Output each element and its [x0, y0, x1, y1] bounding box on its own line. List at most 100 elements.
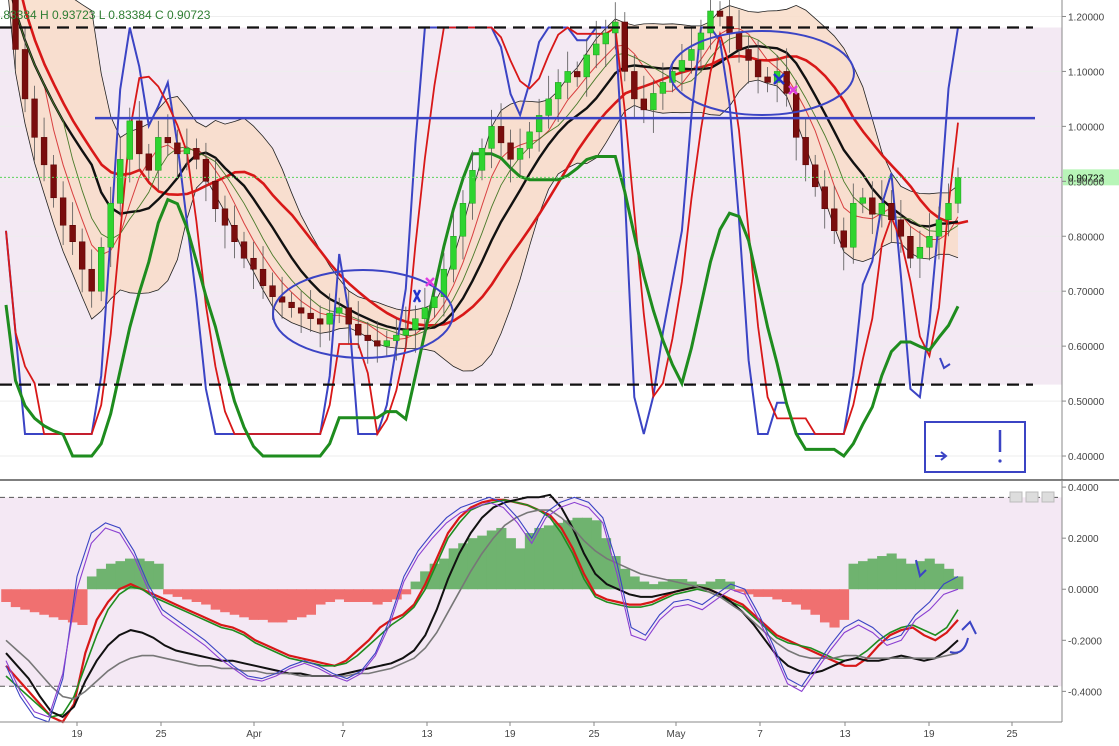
candle[interactable] — [564, 51, 571, 99]
candle[interactable] — [888, 190, 895, 243]
candle[interactable] — [478, 138, 486, 181]
candle[interactable] — [126, 107, 133, 183]
candle[interactable] — [412, 305, 419, 353]
candle[interactable] — [659, 62, 667, 110]
candle[interactable] — [212, 158, 219, 222]
pane-control-button[interactable] — [1041, 491, 1055, 503]
candle[interactable] — [50, 154, 57, 208]
candle[interactable] — [583, 38, 590, 97]
main-price-pane[interactable]: 0.90723 1.20000 1.10000 1.00000 0.90000 0.80… — [0, 0, 1119, 480]
candle[interactable] — [821, 170, 828, 229]
candlesticks[interactable] — [3, 0, 962, 364]
candle[interactable] — [364, 321, 371, 364]
candle[interactable] — [897, 199, 905, 253]
candle[interactable] — [554, 69, 562, 122]
candle[interactable] — [840, 217, 847, 271]
candle[interactable] — [916, 230, 924, 279]
candle[interactable] — [259, 246, 267, 299]
oscillator-axis[interactable]: 0.4000 0.2000 0.0000 -0.2000 -0.4000 — [1061, 480, 1102, 722]
candle[interactable] — [459, 190, 467, 260]
candle[interactable] — [450, 213, 457, 283]
candle[interactable] — [431, 286, 438, 318]
candle[interactable] — [859, 187, 866, 214]
candle[interactable] — [602, 19, 609, 68]
candle[interactable] — [164, 114, 172, 157]
pane-controls[interactable] — [1009, 491, 1055, 503]
candle[interactable] — [516, 128, 524, 176]
candle[interactable] — [31, 85, 38, 161]
horizontal-levels[interactable]: 0.90723 — [0, 26, 1119, 386]
candle[interactable] — [526, 121, 533, 159]
candle[interactable] — [497, 103, 505, 157]
candle[interactable] — [69, 202, 76, 255]
candle[interactable] — [631, 54, 638, 119]
candle[interactable] — [640, 75, 648, 124]
candle[interactable] — [88, 249, 95, 308]
candle[interactable] — [440, 252, 448, 317]
candle[interactable] — [574, 61, 581, 87]
candle[interactable] — [278, 276, 286, 319]
candle[interactable] — [98, 237, 105, 302]
candle[interactable] — [345, 291, 352, 344]
candle[interactable] — [764, 67, 771, 93]
candle[interactable] — [869, 181, 876, 235]
candle[interactable] — [174, 129, 181, 177]
candle[interactable] — [812, 154, 819, 197]
candle[interactable] — [469, 150, 476, 220]
candle[interactable] — [507, 129, 514, 183]
candle[interactable] — [393, 318, 400, 361]
candle[interactable] — [650, 80, 657, 133]
candle[interactable] — [12, 0, 19, 70]
candle[interactable] — [145, 143, 152, 181]
candle[interactable] — [316, 305, 324, 348]
candle[interactable] — [945, 183, 952, 237]
candle[interactable] — [831, 185, 838, 244]
candle[interactable] — [193, 138, 200, 170]
candle[interactable] — [107, 186, 114, 268]
candle[interactable] — [535, 98, 543, 152]
candle[interactable] — [707, 0, 714, 50]
candle[interactable] — [183, 128, 191, 171]
candle[interactable] — [383, 330, 390, 357]
pane-control-button[interactable] — [1025, 491, 1039, 503]
candle[interactable] — [21, 26, 29, 113]
candle[interactable] — [59, 181, 67, 246]
candle[interactable] — [155, 120, 162, 191]
candle[interactable] — [374, 320, 381, 363]
candle[interactable] — [850, 183, 857, 264]
candle[interactable] — [336, 297, 343, 324]
candle[interactable] — [40, 117, 48, 182]
pane-control-button[interactable] — [1009, 491, 1023, 503]
time-axis[interactable]: 19 25 Apr 7 13 19 25 May 7 13 19 25 — [0, 721, 1062, 740]
candle[interactable] — [297, 291, 305, 333]
candle[interactable] — [688, 26, 695, 74]
candle[interactable] — [802, 117, 809, 182]
candle[interactable] — [326, 293, 333, 341]
candle[interactable] — [621, 12, 628, 82]
candle[interactable] — [202, 142, 210, 202]
candle[interactable] — [307, 290, 314, 332]
candle[interactable] — [907, 226, 914, 269]
candle[interactable] — [221, 195, 229, 249]
candle[interactable] — [355, 301, 362, 349]
candle[interactable] — [754, 40, 762, 94]
oscillator-pane[interactable]: 0.4000 0.2000 0.0000 -0.2000 -0.4000 — [0, 480, 1102, 724]
candle[interactable] — [240, 231, 248, 269]
candle[interactable] — [117, 136, 124, 217]
candle[interactable] — [288, 292, 295, 318]
candle[interactable] — [402, 306, 410, 349]
candle[interactable] — [545, 75, 552, 129]
candle[interactable] — [78, 228, 86, 293]
candle[interactable] — [250, 241, 257, 289]
candle[interactable] — [716, 1, 724, 27]
candle[interactable] — [745, 36, 752, 84]
price-axis[interactable]: 1.20000 1.10000 1.00000 0.90000 0.80000 0.700… — [1061, 0, 1105, 480]
candle[interactable] — [935, 206, 943, 260]
candle[interactable] — [488, 109, 495, 169]
candle[interactable] — [231, 205, 238, 259]
candle[interactable] — [926, 213, 933, 261]
candle[interactable] — [878, 180, 886, 228]
candle[interactable] — [421, 287, 429, 336]
candle[interactable] — [593, 20, 600, 69]
